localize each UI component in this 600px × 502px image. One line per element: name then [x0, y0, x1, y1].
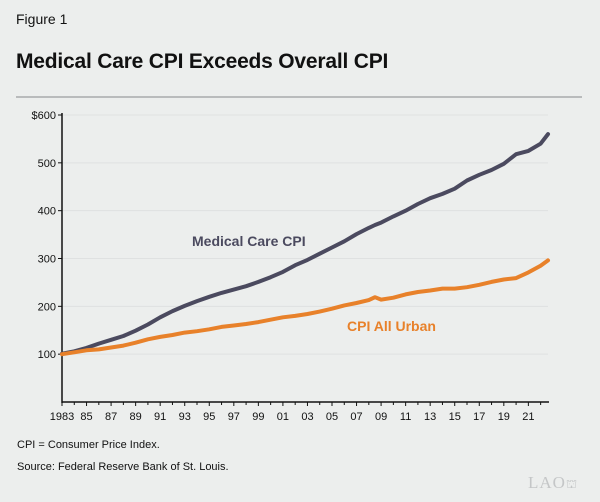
divider [16, 96, 582, 98]
y-tick-label: 400 [38, 206, 56, 218]
series-label-cpi-all-urban: CPI All Urban [347, 318, 436, 334]
note-source: Source: Federal Reserve Bank of St. Loui… [17, 461, 229, 473]
y-tick-label: 300 [38, 254, 56, 266]
x-tick-label: 99 [252, 411, 264, 423]
y-tick-label: 200 [38, 301, 56, 313]
x-tick-label: 95 [203, 411, 215, 423]
y-tick-label: 500 [38, 158, 56, 170]
x-tick-label: 97 [228, 411, 240, 423]
x-tick-label: 91 [154, 411, 166, 423]
x-tick-label: 13 [424, 411, 436, 423]
x-tick-label: 17 [473, 411, 485, 423]
series-line-cpi-all-urban [60, 258, 550, 357]
y-tick-label: $600 [32, 110, 56, 122]
x-tick-label: 1983 [50, 411, 74, 423]
x-tick-label: 89 [130, 411, 142, 423]
series-line-medical-care-cpi [60, 132, 550, 356]
x-tick-label: 05 [326, 411, 338, 423]
figure-label: Figure 1 [16, 11, 68, 27]
x-tick-label: 09 [375, 411, 387, 423]
x-tick-label: 93 [179, 411, 191, 423]
x-tick-label: 87 [105, 411, 117, 423]
lao-logo: LAO⛫ [528, 473, 578, 492]
x-tick-label: 15 [449, 411, 461, 423]
x-tick-label: 01 [277, 411, 289, 423]
y-tick-label: 100 [38, 349, 56, 361]
chart-title: Medical Care CPI Exceeds Overall CPI [16, 50, 389, 73]
x-tick-label: 19 [498, 411, 510, 423]
x-tick-label: 85 [80, 411, 92, 423]
note-abbreviation: CPI = Consumer Price Index. [17, 439, 160, 451]
x-tick-label: 21 [522, 411, 534, 423]
x-tick-label: 03 [301, 411, 313, 423]
series-label-medical-care-cpi: Medical Care CPI [192, 233, 306, 249]
x-tick-label: 11 [400, 411, 411, 423]
x-tick-label: 07 [350, 411, 362, 423]
